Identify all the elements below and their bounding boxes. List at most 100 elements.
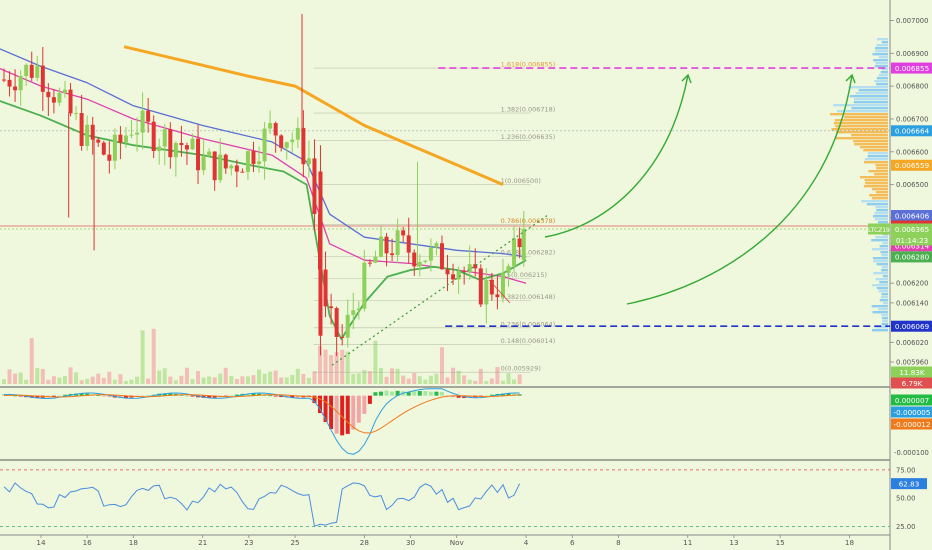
candle-body[interactable] [101,142,106,155]
candle-body[interactable] [29,64,34,78]
candle-body[interactable] [434,243,439,248]
candle-body[interactable] [135,132,140,135]
price-label-value[interactable]: 0.006406 [895,211,930,220]
candle-body[interactable] [123,135,128,143]
candle-body[interactable] [506,266,511,273]
candle-body[interactable] [257,161,262,164]
candle-body[interactable] [146,110,151,122]
price-label-value[interactable]: 0.006314 [895,242,930,251]
candle-body[interactable] [406,235,411,253]
projection-arrow-2[interactable] [626,74,853,305]
price-label-box[interactable] [891,62,932,74]
candle-body[interactable] [51,97,56,103]
candle-body[interactable] [173,143,178,158]
candle-body[interactable] [240,171,245,173]
candle-body[interactable] [268,123,273,129]
candle-body[interactable] [57,93,62,103]
candle-body[interactable] [201,156,206,171]
candle-body[interactable] [107,154,112,161]
candle-body[interactable] [184,145,189,150]
candle-body[interactable] [390,253,395,256]
candle-body[interactable] [495,294,500,298]
candle-body[interactable] [517,238,522,248]
candle-body[interactable] [279,135,284,148]
candle-body[interactable] [13,86,18,91]
price-label-value[interactable]: 0.006365 [895,225,929,234]
candle-body[interactable] [373,256,378,263]
candle-body[interactable] [18,76,23,91]
price-label-box[interactable] [891,210,932,222]
candle-body[interactable] [521,228,526,261]
candle-body[interactable] [112,134,117,161]
candle-body[interactable] [24,64,29,77]
candle-body[interactable] [500,272,505,298]
candle-body[interactable] [351,310,356,315]
candle-body[interactable] [262,128,267,162]
price-axis[interactable]: 0.007000 0.006900 0.006800 0.006700 0.006600… [868,17,932,531]
candle-body[interactable] [489,279,494,295]
candle-body[interactable] [295,127,300,140]
candle-body[interactable] [223,154,228,169]
candle-body[interactable] [157,146,162,151]
candle-body[interactable] [62,89,67,94]
candle-body[interactable] [179,143,184,146]
candle-body[interactable] [340,336,345,338]
candle-body[interactable] [378,236,383,257]
time-axis[interactable]: 14 16 18 21 23 25 28 30 Nov 4 6 8 11 13 15 18 [36,535,854,547]
candle-body[interactable] [162,129,167,147]
price-label-box[interactable] [891,240,932,252]
candle-body[interactable] [68,89,73,114]
candle-body[interactable] [190,138,195,150]
candle-body[interactable] [85,124,90,146]
candle-body[interactable] [229,165,234,169]
candle-body[interactable] [90,124,95,140]
price-label-box[interactable] [891,125,932,137]
candle-body[interactable] [74,113,79,115]
candle-body[interactable] [384,236,389,254]
candle-body[interactable] [212,151,217,181]
candle-body[interactable] [151,121,156,151]
candle-body[interactable] [129,134,134,136]
candle-body[interactable] [118,134,123,143]
candle-body[interactable] [334,308,339,337]
price-label-value[interactable]: 0.006280 [895,253,930,262]
candle-body[interactable] [478,268,483,305]
candle-body[interactable] [318,171,323,336]
candle-body[interactable] [301,127,306,165]
candle-body[interactable] [207,151,212,157]
price-label-value[interactable]: 0.006664 [895,127,930,136]
candle-body[interactable] [306,158,311,165]
price-label-box[interactable] [891,223,932,235]
candle-body[interactable] [40,65,45,92]
candle-body[interactable] [234,165,239,172]
candle-body[interactable] [512,238,517,267]
candle-body[interactable] [451,274,456,280]
candles[interactable] [2,13,526,357]
candle-body[interactable] [312,158,317,214]
candle-body[interactable] [273,123,278,136]
price-label-box[interactable] [891,251,932,263]
candle-body[interactable] [218,154,223,181]
symbol-badge[interactable] [868,223,890,235]
candle-body[interactable] [2,79,6,81]
candle-body[interactable] [168,129,173,158]
candle-body[interactable] [439,243,444,270]
projection-arrows[interactable] [544,73,856,305]
candle-body[interactable] [245,151,250,172]
candle-body[interactable] [412,252,417,267]
ascending-trendline[interactable] [331,213,550,366]
candle-body[interactable] [484,279,489,305]
candle-body[interactable] [345,314,350,338]
candle-body[interactable] [456,271,461,280]
symbol-label[interactable]: LTCZ19 [868,227,890,234]
candle-body[interactable] [395,230,400,256]
candle-body[interactable] [428,247,433,261]
price-label-value[interactable]: 0.006069 [895,322,930,331]
candle-body[interactable] [79,113,84,146]
candle-body[interactable] [362,262,367,309]
candle-body[interactable] [445,269,450,275]
candle-body[interactable] [329,306,334,309]
projection-arrow-1[interactable] [544,74,689,238]
candle-body[interactable] [196,138,201,171]
